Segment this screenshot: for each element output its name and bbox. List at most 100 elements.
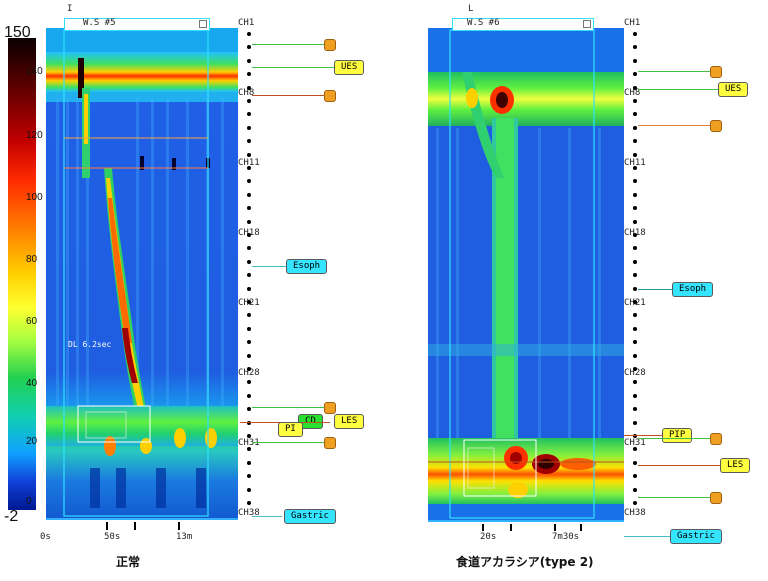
colorbar-tick-100: 100 — [26, 192, 43, 203]
left-esoph-label[interactable]: Esoph — [286, 259, 328, 274]
colorbar-tick-80: 80 — [26, 254, 38, 265]
right-ues-label[interactable]: UES — [718, 82, 749, 97]
right-axis-tick-1 — [482, 524, 484, 531]
sensor-dot — [633, 99, 637, 103]
sensor-dot — [633, 85, 637, 90]
left-caption: 正常 — [116, 555, 141, 569]
right-ch31: CH31 — [624, 438, 646, 448]
left-ch1: CH1 — [238, 18, 255, 28]
sensor-dot — [247, 313, 251, 318]
colorbar-tick-120: 120 — [26, 130, 43, 141]
sensor-dot — [633, 501, 637, 505]
left-line-esoph — [252, 266, 286, 267]
sensor-dot — [247, 501, 251, 505]
sensor-dot — [633, 326, 637, 331]
right-marker-3[interactable] — [710, 120, 722, 132]
sensor-dot — [247, 112, 251, 117]
sensor-dot — [633, 112, 637, 117]
sensor-dot — [247, 434, 251, 438]
sensor-dot — [247, 393, 251, 398]
right-marker-8[interactable] — [710, 492, 722, 504]
left-les-label[interactable]: LES — [334, 414, 365, 429]
left-marker-8[interactable] — [324, 437, 336, 449]
right-les-label[interactable]: LES — [720, 458, 751, 473]
left-line-ues — [252, 67, 334, 68]
right-sensor-dots — [633, 32, 637, 512]
left-ch31: CH31 — [238, 438, 260, 448]
right-pip-label[interactable]: PIP — [662, 428, 693, 443]
left-cd-label[interactable]: CD — [298, 414, 323, 429]
left-marker-1[interactable] — [324, 39, 336, 51]
right-marker-6[interactable] — [710, 433, 722, 445]
sensor-dot — [633, 273, 637, 278]
sensor-dot — [633, 340, 637, 345]
left-marker-I: I — [67, 4, 73, 14]
right-line-3 — [638, 125, 710, 126]
left-sensor-dots — [247, 32, 251, 512]
sensor-dot — [633, 474, 637, 479]
pressure-colorbar — [8, 38, 36, 510]
left-marker-5[interactable] — [324, 402, 336, 414]
left-line-1 — [252, 44, 324, 45]
sensor-dot — [247, 233, 251, 237]
left-dl-label: DL 6.2sec — [68, 340, 112, 349]
sensor-dot — [247, 139, 251, 144]
right-gastric-label[interactable]: Gastric — [670, 529, 722, 544]
colorbar-tick-40: 40 — [26, 378, 38, 389]
colorbar-tick-minus2: -2 — [4, 508, 19, 525]
hrm-plot-achalasia — [428, 28, 624, 522]
right-marker-L: L — [468, 4, 474, 14]
right-axis-tick-2 — [510, 524, 512, 531]
right-line-gastric — [624, 536, 670, 537]
colorbar-tick-150: 150 — [4, 24, 31, 41]
sensor-dot — [633, 32, 637, 36]
sensor-dot — [633, 487, 637, 492]
sensor-dot — [633, 152, 637, 157]
left-ch11: CH11 — [238, 158, 260, 168]
sensor-dot — [247, 152, 251, 157]
sensor-dot — [247, 246, 251, 251]
left-ws-header: W.S #5 — [64, 18, 210, 31]
sensor-dot — [633, 139, 637, 144]
sensor-dot — [247, 380, 251, 385]
left-gastric-label[interactable]: Gastric — [284, 509, 336, 524]
sensor-dot — [247, 179, 251, 184]
sensor-dot — [633, 72, 637, 77]
left-marker-3[interactable] — [324, 90, 336, 102]
right-marker-1[interactable] — [710, 66, 722, 78]
right-line-esoph — [638, 289, 672, 290]
left-ues-label[interactable]: UES — [334, 60, 365, 75]
hrm-plot-normal — [46, 28, 238, 520]
right-ch28: CH28 — [624, 368, 646, 378]
sensor-dot — [247, 259, 251, 264]
sensor-dot — [633, 434, 637, 438]
sensor-dot — [247, 166, 251, 170]
sensor-dot — [633, 460, 637, 465]
right-time-20: 20s — [480, 532, 497, 542]
sensor-dot — [247, 367, 251, 371]
colorbar-tick-20: 20 — [26, 436, 38, 447]
sensor-dot — [247, 192, 251, 197]
sensor-dot — [247, 99, 251, 103]
right-esoph-label[interactable]: Esoph — [672, 282, 714, 297]
left-pi-label[interactable]: PI — [278, 422, 303, 437]
sensor-dot — [633, 179, 637, 184]
sensor-dot — [633, 45, 637, 50]
sensor-dot — [247, 407, 251, 412]
left-line-3 — [252, 95, 324, 96]
right-ws-toggle[interactable] — [583, 20, 591, 28]
sensor-dot — [247, 460, 251, 465]
sensor-dot — [633, 246, 637, 251]
right-line-pip — [624, 435, 662, 436]
sensor-dot — [247, 32, 251, 36]
left-line-gastric — [252, 516, 282, 517]
left-ws-toggle[interactable] — [199, 20, 207, 28]
left-axis-tick-1 — [106, 522, 108, 530]
sensor-dot — [247, 326, 251, 331]
sensor-dot — [247, 206, 251, 211]
sensor-dot — [633, 286, 637, 291]
sensor-dot — [247, 447, 251, 452]
sensor-dot — [633, 353, 637, 358]
sensor-dot — [247, 353, 251, 358]
sensor-dot — [247, 58, 251, 63]
